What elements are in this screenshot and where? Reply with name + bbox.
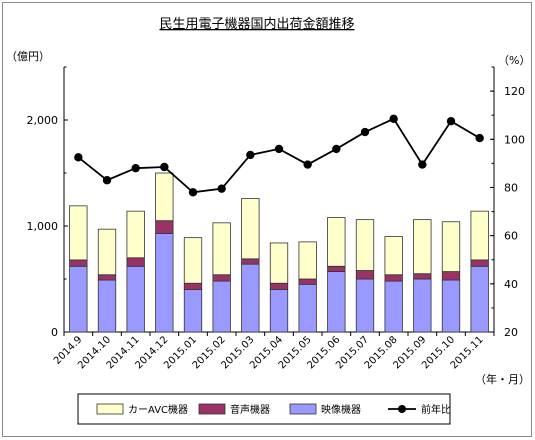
- bar-カーAVC機器-2015.05: [298, 241, 317, 280]
- y-left-tick-label: 2,000: [27, 114, 59, 127]
- bar-映像機器-2015.03: [241, 263, 260, 333]
- bar-映像機器-2015.06: [327, 271, 346, 333]
- bar-映像機器-2015.08: [384, 280, 403, 333]
- legend-label-前年比: 前年比: [421, 403, 451, 416]
- chart-title: 民生用電子機器国内出荷金額推移: [159, 16, 354, 32]
- bar-音声機器-2014.10: [97, 274, 117, 281]
- bar-カーAVC機器-2014.10: [97, 228, 117, 276]
- yoy-point-2015.04: [274, 144, 284, 154]
- yoy-point-2015.05: [303, 160, 312, 169]
- y-right-tick-label: 60: [504, 230, 518, 243]
- bar-映像機器-2015.10: [441, 279, 461, 333]
- y-left-unit-label: （億円）: [6, 50, 50, 63]
- y-right-tick-label: 20: [504, 326, 518, 339]
- yoy-point-2014.12: [160, 162, 169, 172]
- bar-音声機器-2015.07: [355, 270, 375, 280]
- y-right-unit-label: （%）: [498, 54, 530, 67]
- yoy-point-2014.9: [74, 153, 83, 162]
- bar-カーAVC機器-2015.08: [384, 236, 403, 276]
- bar-カーAVC機器-2014.11: [126, 210, 145, 259]
- bar-音声機器-2015.03: [241, 258, 260, 265]
- yoy-point-2015.01: [188, 188, 198, 197]
- legend-swatch-音声機器: [198, 403, 226, 415]
- yoy-point-2014.11: [131, 163, 140, 173]
- yoy-point-2015.10: [446, 117, 456, 126]
- bar-カーAVC機器-2015.04: [269, 242, 289, 284]
- bar-音声機器-2014.12: [155, 220, 174, 234]
- y-right-tick-label: 80: [504, 181, 518, 194]
- bar-カーAVC機器-2015.09: [413, 219, 432, 275]
- x-tick-labels: 2014.92014.102014.112014.122015.012015.0…: [52, 334, 486, 371]
- legend-label-音声機器: 音声機器: [230, 403, 270, 416]
- bar-音声機器-2015.09: [413, 273, 432, 280]
- bar-映像機器-2014.12: [155, 233, 174, 333]
- x-axis-label: （年・月）: [475, 372, 530, 386]
- bar-カーAVC機器-2015.01: [183, 237, 203, 284]
- bar-映像機器-2014.11: [126, 265, 145, 333]
- yoy-point-2015.03: [246, 150, 255, 160]
- bar-カーAVC機器-2014.12: [155, 172, 174, 222]
- bar-映像機器-2015.02: [212, 280, 231, 333]
- legend-swatch-カーAVC機器: [96, 403, 124, 415]
- bar-映像機器-2015.04: [269, 289, 289, 333]
- bar-映像機器-2015.09: [413, 278, 432, 333]
- legend-label-カーAVC機器: カーAVC機器: [128, 403, 188, 416]
- yoy-point-2015.08: [389, 114, 398, 123]
- bar-映像機器-2015.01: [183, 289, 203, 333]
- legend-label-映像機器: 映像機器: [321, 403, 361, 416]
- yoy-point-2015.06: [332, 144, 341, 154]
- yoy-point-2015.02: [217, 184, 226, 193]
- bar-カーAVC機器-2015.02: [212, 222, 231, 276]
- legend-marker-前年比: [398, 405, 406, 413]
- yoy-point-2015.09: [418, 160, 427, 169]
- bar-映像機器-2014.10: [97, 279, 117, 333]
- y-right-tick-label: 100: [504, 133, 525, 146]
- y-right-tick-label: 40: [504, 278, 518, 291]
- yoy-line-series: [74, 114, 484, 197]
- bar-series: [69, 172, 489, 333]
- bar-映像機器-2014.9: [69, 265, 88, 333]
- bar-カーAVC機器-2015.11: [470, 210, 489, 261]
- bar-カーAVC機器-2015.06: [327, 217, 346, 267]
- bar-音声機器-2015.01: [183, 282, 203, 290]
- axes: 0 1,000 2,000 20 40 60 80 100 120: [27, 66, 525, 339]
- y-left-tick-label: 0: [51, 326, 58, 339]
- bar-カーAVC機器-2015.07: [355, 219, 375, 271]
- bar-音声機器-2014.11: [126, 257, 145, 267]
- yoy-point-2015.07: [360, 127, 370, 137]
- legend: カーAVC機器 音声機器 映像機器 前年比: [77, 393, 451, 425]
- bar-音声機器-2015.02: [212, 274, 231, 282]
- yoy-line: [77, 117, 481, 194]
- y-right-tick-label: 120: [504, 85, 525, 98]
- bar-映像機器-2015.07: [355, 278, 375, 333]
- bar-音声機器-2015.11: [470, 259, 489, 267]
- bar-カーAVC機器-2015.03: [241, 198, 260, 260]
- bar-音声機器-2014.9: [69, 259, 88, 267]
- bar-カーAVC機器-2014.9: [69, 205, 88, 261]
- chart-frame: [2, 2, 532, 437]
- bar-音声機器-2015.08: [384, 274, 403, 282]
- bar-映像機器-2015.05: [298, 283, 317, 333]
- bar-音声機器-2015.06: [327, 265, 346, 272]
- yoy-point-2015.11: [475, 133, 484, 143]
- bar-音声機器-2015.04: [269, 282, 289, 290]
- bar-音声機器-2015.05: [298, 278, 317, 285]
- legend-swatch-映像機器: [289, 403, 317, 415]
- bar-映像機器-2015.11: [470, 265, 489, 333]
- bar-カーAVC機器-2015.10: [441, 221, 461, 272]
- bar-音声機器-2015.10: [441, 271, 461, 281]
- y-left-tick-label: 1,000: [27, 220, 59, 233]
- yoy-point-2014.10: [102, 176, 112, 185]
